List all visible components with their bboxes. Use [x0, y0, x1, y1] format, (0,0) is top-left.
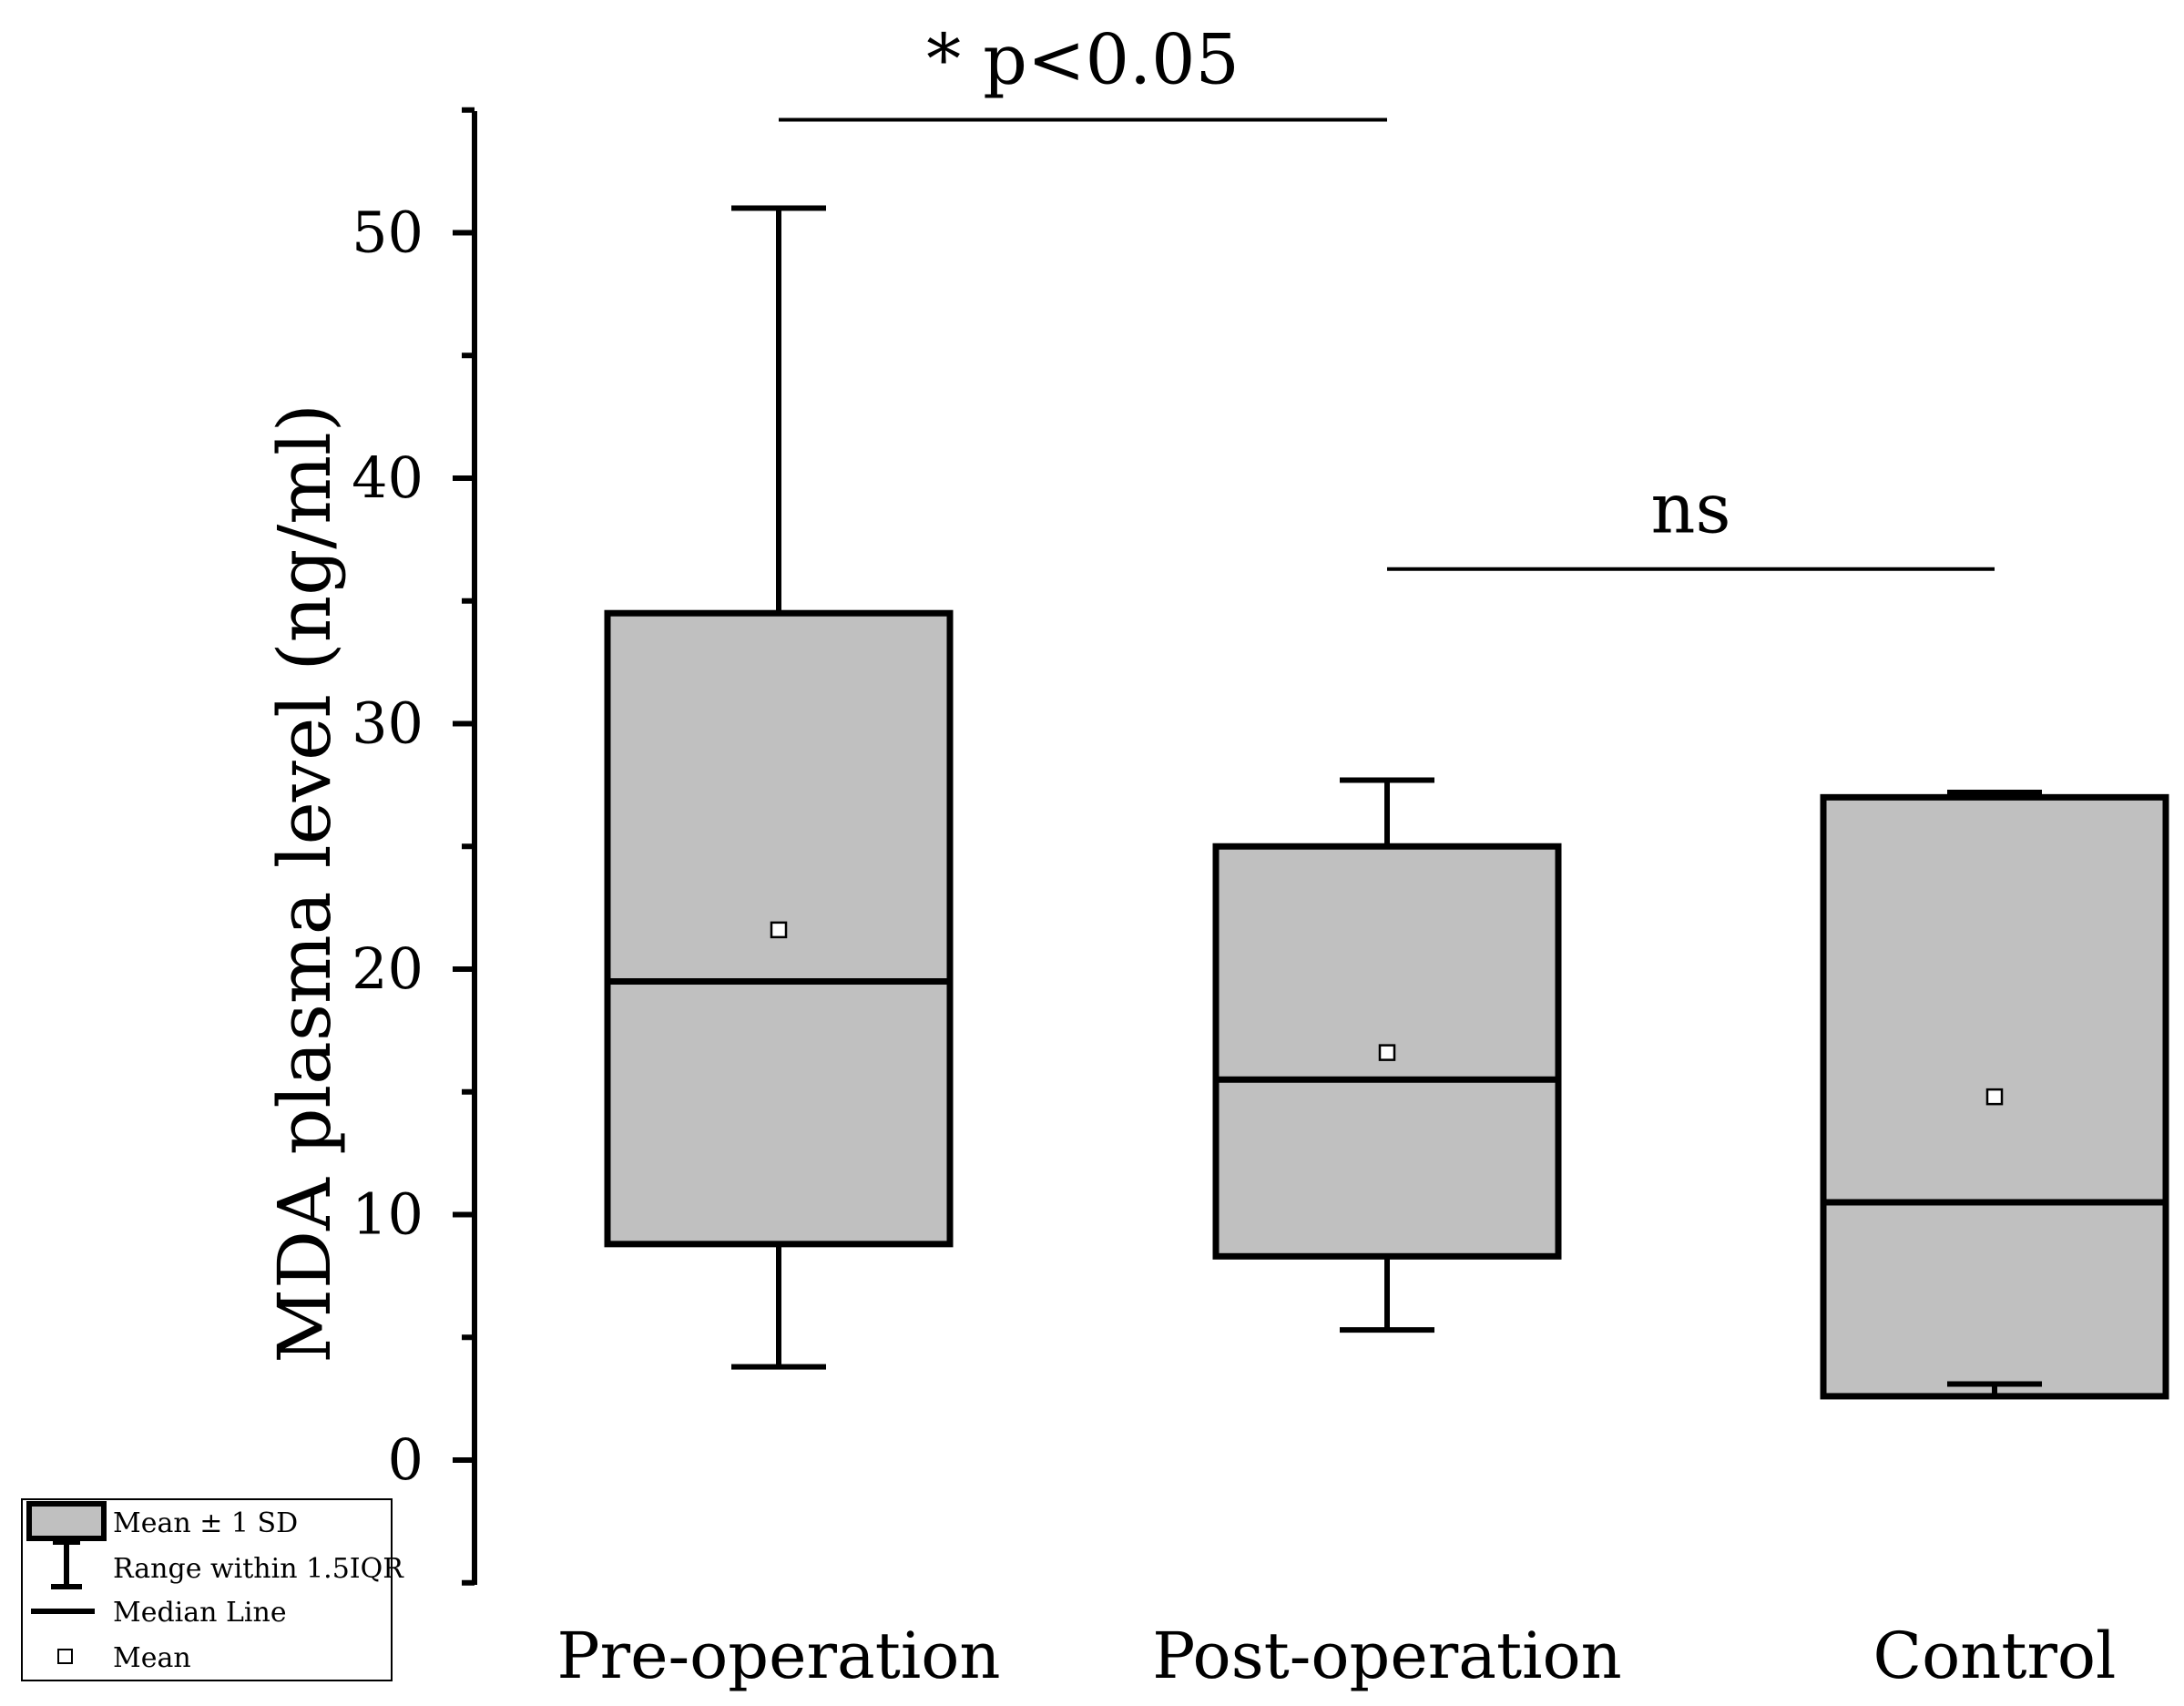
significance-label: * p<0.05 — [926, 19, 1240, 100]
legend-label-mean: Mean — [113, 1642, 191, 1674]
y-tick-label: 50 — [352, 199, 424, 266]
y-tick-label: 10 — [352, 1181, 424, 1248]
mean-marker — [1378, 1044, 1396, 1061]
y-tick-label: 30 — [352, 690, 424, 757]
significance-annotations: * p<0.05 ns — [779, 19, 1995, 571]
box-group: Post-operation — [1152, 777, 1622, 1693]
y-tick-label: 40 — [352, 444, 424, 511]
box-group: Pre-operation — [557, 205, 1001, 1693]
box-plots: Pre-operation Post-operation Control — [557, 205, 2169, 1693]
y-axis-label: MDA plasma level (ng/ml) — [262, 404, 347, 1364]
category-label: Post-operation — [1152, 1619, 1621, 1693]
legend: Mean ± 1 SD Range within 1.5IQR Median L… — [21, 1498, 404, 1681]
legend-label-range: Range within 1.5IQR — [113, 1553, 404, 1585]
legend-swatch-mean — [57, 1649, 73, 1664]
category-label: Control — [1873, 1619, 2117, 1693]
significance-label: ns — [1651, 468, 1731, 549]
y-tick-label: 20 — [352, 935, 424, 1002]
mean-marker — [770, 921, 788, 939]
legend-label-sd: Mean ± 1 SD — [113, 1507, 298, 1539]
legend-label-median: Median Line — [113, 1597, 287, 1629]
legend-swatch-box — [26, 1501, 107, 1541]
mean-marker — [1985, 1088, 2004, 1106]
category-label: Pre-operation — [557, 1619, 1001, 1693]
y-tick-label: 0 — [388, 1426, 424, 1493]
legend-swatch-whisker — [51, 1539, 82, 1589]
y-axis: 0 10 20 30 40 50 — [352, 107, 477, 1586]
box-group: Control — [1820, 789, 2169, 1693]
